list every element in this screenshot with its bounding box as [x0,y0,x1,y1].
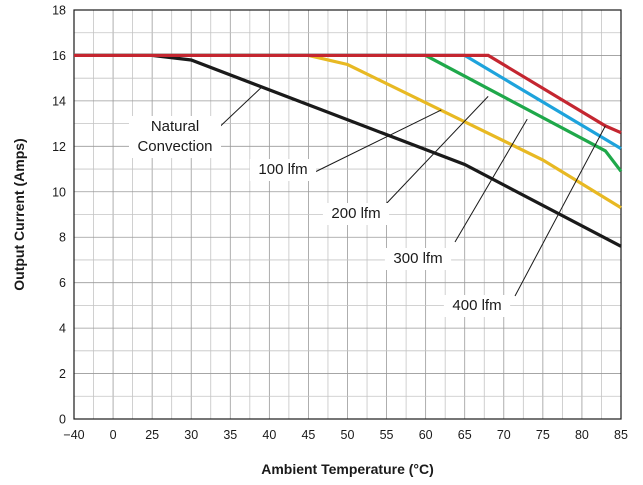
x-axis-title: Ambient Temperature (°C) [261,461,434,477]
y-tick-label: 8 [59,231,66,245]
annotation-backing [129,116,221,158]
annotation-leader-line [314,109,442,173]
y-tick-label: 6 [59,276,66,290]
tick-labels: −40 0 25 30 35 40 45 50 55 60 65 70 75 80 850246810121… [52,4,628,443]
y-tick-label: 16 [52,49,66,63]
x-tick-label: 30 [184,428,198,442]
annotation-label: 400 lfm [452,297,501,314]
plot-frame [73,9,622,420]
y-tick-label: 0 [59,413,66,427]
annotation-leader-line [514,125,606,297]
annotation-backing [384,248,452,270]
x-tick-label: 80 [575,428,589,442]
annotation-label: 200 lfm [331,205,380,222]
y-tick-label: 4 [59,322,66,336]
series-group [74,53,623,248]
x-tick-label: 50 [341,428,355,442]
x-tick-label: 45 [301,428,315,442]
annotation-backing [443,295,511,317]
y-tick-label: 12 [52,140,66,154]
annotation-label: Convection [137,138,212,155]
annotation-backing [322,203,390,225]
x-tick-label: 75 [536,428,550,442]
x-tick-label: 40 [262,428,276,442]
y-tick-label: 18 [52,4,66,18]
annotation-leader-line [454,118,528,243]
x-tick-label: −40 [63,428,84,442]
annotation-label: 300 lfm [393,250,442,267]
annotation-label: Natural [151,118,199,135]
x-tick-label: 0 [110,428,117,442]
annotations: Natural Convection 100 lfm 200 lfm 300 lfm 40… [129,86,606,317]
x-tick-label: 85 [614,428,628,442]
x-tick-label: 55 [380,428,394,442]
y-tick-label: 14 [52,94,66,108]
x-tick-label: 70 [497,428,511,442]
annotation-label: 100 lfm [258,161,307,178]
y-tick-label: 2 [59,367,66,381]
y-tick-label: 10 [52,185,66,199]
x-tick-label: 65 [458,428,472,442]
x-tick-label: 60 [419,428,433,442]
y-axis-title: Output Current (Amps) [11,138,27,290]
x-tick-label: 25 [145,428,159,442]
annotation-backing [249,159,317,181]
series-line-400-lfm [74,53,622,135]
annotation-leader-line [384,96,489,206]
x-tick-label: 35 [223,428,237,442]
